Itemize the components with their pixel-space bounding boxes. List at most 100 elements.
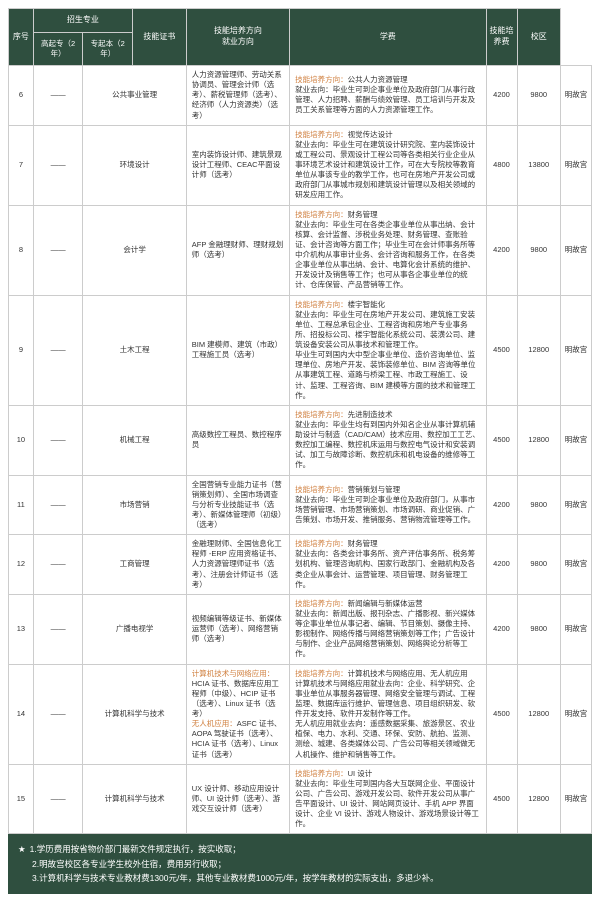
cell-type-b: 土木工程 — [83, 295, 186, 405]
cell-direction: 技能培养方向：楼宇智能化就业去向：毕业生可在房地产开发公司、建筑施工安装单位、工… — [290, 295, 486, 405]
cell-idx: 14 — [9, 664, 34, 764]
cell-cert: AFP 金融理财师、理财规划师（选考） — [186, 205, 289, 295]
cell-cert: 全国营销专业能力证书（营销策划师）、全国市场调查与分析专业技能证书（选考）、新媒… — [186, 475, 289, 535]
table-head: 序号 招生专业 技能证书 技能培养方向 就业方向 学费 技能培养费 校区 高起专… — [9, 9, 592, 66]
cell-fee1: 4200 — [486, 66, 517, 126]
cell-idx: 12 — [9, 535, 34, 595]
cell-type-a: —— — [33, 475, 83, 535]
cell-fee2: 9800 — [517, 66, 560, 126]
cell-fee2: 9800 — [517, 205, 560, 295]
cell-cert: UX 设计师、移动应用设计师、UI 设计师（选考）、游戏交互设计师（选考） — [186, 764, 289, 834]
cell-type-b: 公共事业管理 — [83, 66, 186, 126]
th-sub-b: 专起本（2 年） — [83, 32, 133, 65]
cell-direction: 技能培养方向：营销策划与管理就业去向：毕业生可到企事业单位及政府部门，从事市场营… — [290, 475, 486, 535]
cell-fee1: 4500 — [486, 295, 517, 405]
cell-cert: 金融理财师、全国信息化工程师 -ERP 应用资格证书、人力资源管理师证书（选考）… — [186, 535, 289, 595]
table-row: 15——计算机科学与技术UX 设计师、移动应用设计师、UI 设计师（选考）、游戏… — [9, 764, 592, 834]
direction-heading: 技能培养方向： — [295, 539, 348, 548]
cell-cert: 计算机技术与网络应用：HCIA 证书、数据库应用工程师（中级）、HCIP 证书（… — [186, 664, 289, 764]
th-campus: 校区 — [517, 9, 560, 66]
table-row: 10——机械工程高级数控工程员、数控程序员技能培养方向：先进制造技术就业去向：毕… — [9, 405, 592, 475]
cell-campus: 明故宫 — [560, 594, 591, 664]
cell-type-b: 计算机科学与技术 — [83, 664, 186, 764]
cell-fee2: 9800 — [517, 475, 560, 535]
direction-heading: 技能培养方向： — [295, 75, 348, 84]
cell-type-a: —— — [33, 664, 83, 764]
cell-type-a: —— — [33, 535, 83, 595]
direction-heading: 技能培养方向： — [295, 485, 348, 494]
cell-type-b: 工商管理 — [83, 535, 186, 595]
cell-type-a: —— — [33, 764, 83, 834]
cell-fee1: 4500 — [486, 405, 517, 475]
cell-cert: 人力资源管理师、劳动关系协调员、管理会计师（选考）、薪税管理师（选考）、经济师（… — [186, 66, 289, 126]
table-row: 12——工商管理金融理财师、全国信息化工程师 -ERP 应用资格证书、人力资源管… — [9, 535, 592, 595]
cell-direction: 技能培养方向：公共人力资源管理就业去向：毕业生可到企事业单位及政府部门从事行政管… — [290, 66, 486, 126]
cell-cert: 室内装饰设计师、建筑景观设计工程师、CEAC平面设计师（选考） — [186, 125, 289, 205]
footnote-line: ★1.学历费用按省物价部门最新文件规定执行，按实收取； — [18, 842, 582, 856]
cell-campus: 明故宫 — [560, 66, 591, 126]
cell-direction: 技能培养方向：计算机技术与网络应用、无人机应用计算机技术与网络应用就业去向：企业… — [290, 664, 486, 764]
cell-campus: 明故宫 — [560, 295, 591, 405]
cell-cert: BIM 建模师、建筑（市政）工程施工员（选考） — [186, 295, 289, 405]
table-row: 8——会计学AFP 金融理财师、理财规划师（选考）技能培养方向：财务管理就业去向… — [9, 205, 592, 295]
cell-fee1: 4500 — [486, 664, 517, 764]
cell-campus: 明故宫 — [560, 125, 591, 205]
th-cert: 技能证书 — [133, 9, 187, 66]
cell-campus: 明故宫 — [560, 205, 591, 295]
cell-direction: 技能培养方向：财务管理就业去向：各类会计事务所、资产评估事务所、税务筹划机构、管… — [290, 535, 486, 595]
cell-fee2: 12800 — [517, 405, 560, 475]
cell-fee1: 4200 — [486, 594, 517, 664]
cell-campus: 明故宫 — [560, 535, 591, 595]
table-row: 9——土木工程BIM 建模师、建筑（市政）工程施工员（选考）技能培养方向：楼宇智… — [9, 295, 592, 405]
cell-type-b: 计算机科学与技术 — [83, 764, 186, 834]
direction-heading: 技能培养方向： — [295, 599, 348, 608]
cell-fee2: 9800 — [517, 594, 560, 664]
th-fee1: 学费 — [290, 9, 486, 66]
direction-heading: 技能培养方向： — [295, 210, 348, 219]
table-row: 6——公共事业管理人力资源管理师、劳动关系协调员、管理会计师（选考）、薪税管理师… — [9, 66, 592, 126]
cell-fee1: 4200 — [486, 535, 517, 595]
cell-type-b: 广播电视学 — [83, 594, 186, 664]
cell-fee2: 13800 — [517, 125, 560, 205]
cell-fee1: 4200 — [486, 475, 517, 535]
cell-campus: 明故宫 — [560, 405, 591, 475]
cell-type-a: —— — [33, 205, 83, 295]
cell-type-a: —— — [33, 295, 83, 405]
cell-type-a: —— — [33, 594, 83, 664]
cell-type-b: 机械工程 — [83, 405, 186, 475]
cell-idx: 6 — [9, 66, 34, 126]
cell-idx: 15 — [9, 764, 34, 834]
table-row: 14——计算机科学与技术计算机技术与网络应用：HCIA 证书、数据库应用工程师（… — [9, 664, 592, 764]
th-fee2: 技能培养费 — [486, 9, 517, 66]
cell-direction: 技能培养方向：新闻编辑与新媒体运营就业去向：新闻出版、报刊杂志、广播影视、新兴媒… — [290, 594, 486, 664]
cell-direction: 技能培养方向：视觉传达设计就业去向：毕业生可在建筑设计研究院、室内装饰设计或工程… — [290, 125, 486, 205]
cell-cert: 高级数控工程员、数控程序员 — [186, 405, 289, 475]
cell-fee2: 12800 — [517, 295, 560, 405]
cell-type-b: 市场营销 — [83, 475, 186, 535]
direction-heading: 技能培养方向： — [295, 300, 348, 309]
cell-type-b: 环境设计 — [83, 125, 186, 205]
footnote-block: ★1.学历费用按省物价部门最新文件规定执行，按实收取； 2.明故宫校区各专业学生… — [8, 834, 592, 893]
cell-campus: 明故宫 — [560, 475, 591, 535]
table-row: 13——广播电视学视频编辑等级证书、新媒体运营师（选考）、网络营销师（选考）技能… — [9, 594, 592, 664]
cell-fee2: 12800 — [517, 764, 560, 834]
cell-type-a: —— — [33, 66, 83, 126]
th-dir: 技能培养方向 就业方向 — [186, 9, 289, 66]
cell-fee2: 9800 — [517, 535, 560, 595]
cell-idx: 8 — [9, 205, 34, 295]
cell-direction: 技能培养方向：先进制造技术就业去向：毕业生均有到国内外知名企业从事计算机辅助设计… — [290, 405, 486, 475]
cell-idx: 10 — [9, 405, 34, 475]
table-row: 7——环境设计室内装饰设计师、建筑景观设计工程师、CEAC平面设计师（选考）技能… — [9, 125, 592, 205]
cell-idx: 11 — [9, 475, 34, 535]
cell-type-a: —— — [33, 405, 83, 475]
cell-fee1: 4800 — [486, 125, 517, 205]
th-idx: 序号 — [9, 9, 34, 66]
th-major-group: 招生专业 — [33, 9, 132, 33]
direction-heading: 技能培养方向： — [295, 669, 348, 678]
star-icon: ★ — [18, 844, 26, 854]
cell-direction: 技能培养方向：UI 设计就业去向：毕业生可到国内各大互联网企业、平面设计公司、广… — [290, 764, 486, 834]
table-row: 11——市场营销全国营销专业能力证书（营销策划师）、全国市场调查与分析专业技能证… — [9, 475, 592, 535]
cell-cert: 视频编辑等级证书、新媒体运营师（选考）、网络营销师（选考） — [186, 594, 289, 664]
direction-heading: 技能培养方向： — [295, 410, 348, 419]
cell-fee2: 12800 — [517, 664, 560, 764]
